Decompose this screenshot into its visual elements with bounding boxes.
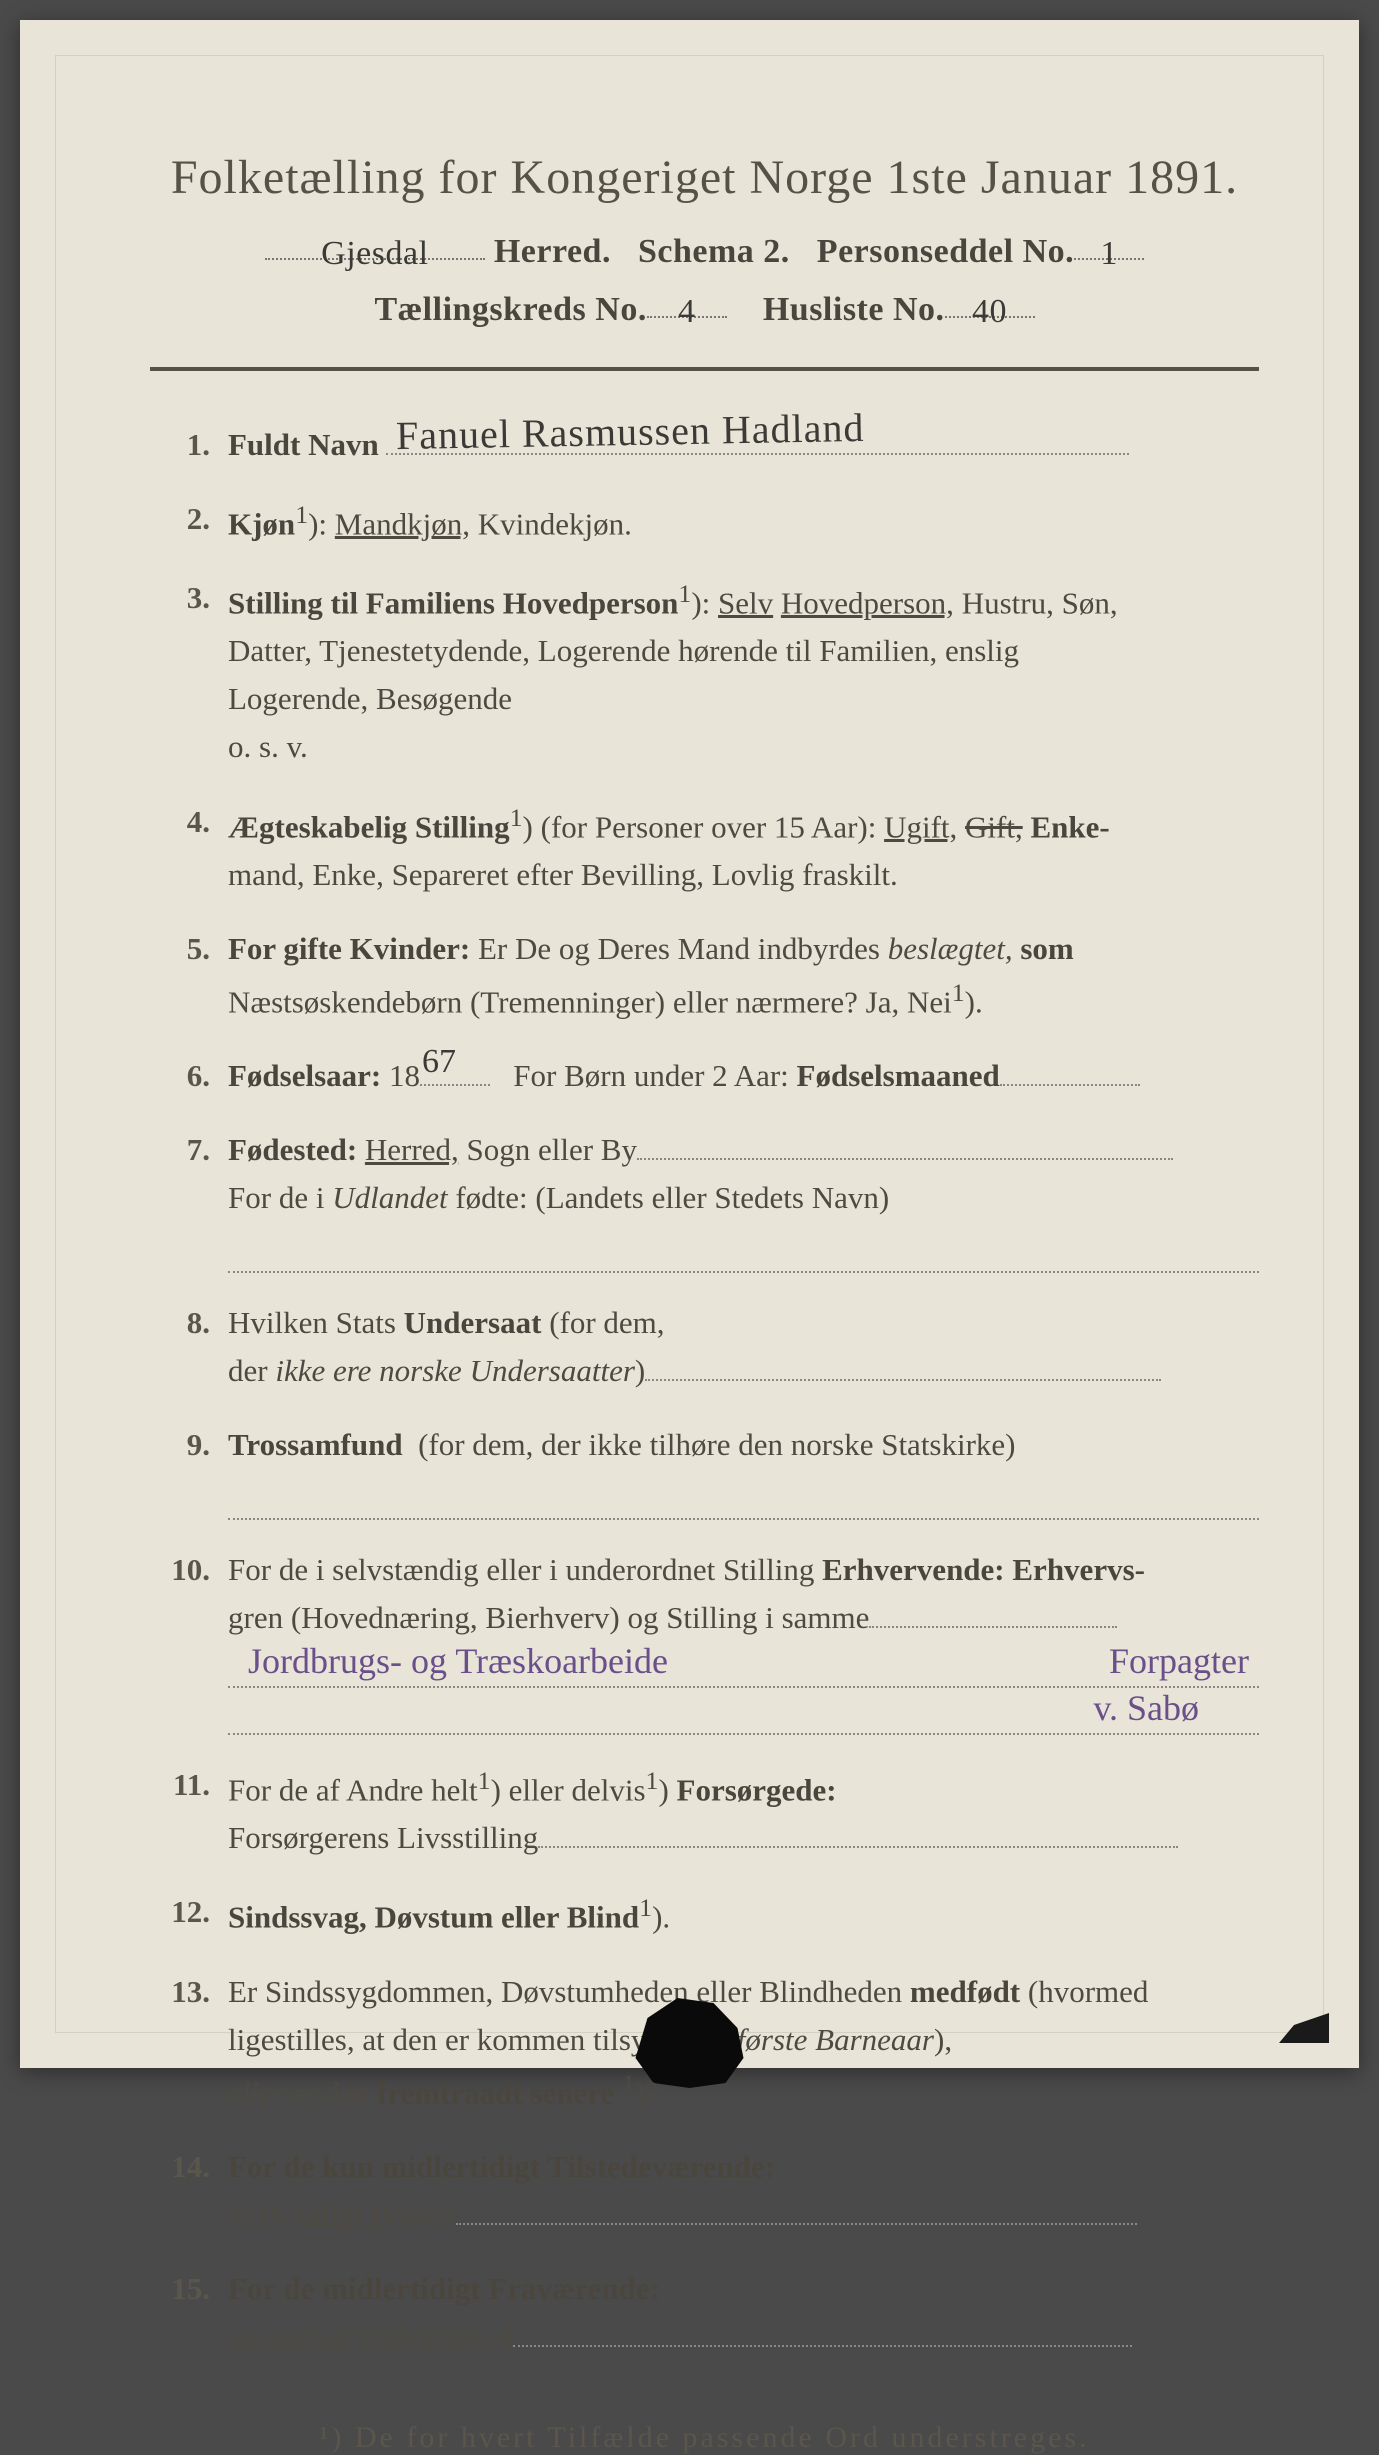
name-field: Fanuel Rasmussen Hadland	[386, 427, 1128, 455]
item-2-label: Kjøn	[228, 506, 295, 541]
birthyear-hand: 67	[422, 1036, 456, 1089]
item-7: 7. Fødested: Herred, Sogn eller By For d…	[154, 1126, 1259, 1273]
item-12: 12. Sindssvag, Døvstum eller Blind1).	[154, 1888, 1259, 1941]
kreds-no-field: 4	[647, 281, 727, 318]
item-8-label: Undersaat	[404, 1305, 542, 1340]
subheader-line-2: Tællingskreds No.4 Husliste No.40	[150, 281, 1259, 339]
header-rule	[150, 367, 1259, 371]
occupation-hand-1: Jordbrugs- og Træskoarbeide	[248, 1634, 668, 1690]
item-15: 15. For de midlertidigt Fraværende: anta…	[154, 2265, 1259, 2361]
item-4: 4. Ægteskabelig Stilling1) (for Personer…	[154, 798, 1259, 899]
item-5-label: For gifte Kvinder:	[228, 931, 470, 966]
corner-mark	[1279, 2013, 1329, 2043]
item-12-label: Sindssvag, Døvstum eller Blind	[228, 1900, 639, 1935]
item-4-label: Ægteskabelig Stilling	[228, 809, 510, 844]
item-6: 6. Fødselsaar: 1867 For Børn under 2 Aar…	[154, 1052, 1259, 1100]
item-13-label: medfødt	[910, 1974, 1020, 2009]
item-3-label: Stilling til Familiens Hovedperson	[228, 585, 678, 620]
schema-label: Schema 2.	[638, 233, 790, 270]
form-header: Folketælling for Kongeriget Norge 1ste J…	[150, 150, 1259, 371]
item-5: 5. For gifte Kvinder: Er De og Deres Man…	[154, 925, 1259, 1026]
page-title: Folketælling for Kongeriget Norge 1ste J…	[150, 150, 1259, 205]
subheader-line-1: Gjesdal Herred. Schema 2. Personseddel N…	[150, 223, 1259, 281]
item-11-label: Forsørgede:	[677, 1772, 837, 1807]
item-14-label: For de kun midlertidigt Tilstedeværende:	[228, 2149, 775, 2184]
personseddel-label: Personseddel No.	[817, 233, 1074, 270]
item-6-label: Fødselsaar:	[228, 1058, 381, 1093]
item-7-label: Fødested:	[228, 1132, 357, 1167]
item-9: 9. Trossamfund (for dem, der ikke tilhør…	[154, 1421, 1259, 1520]
occupation-hand-3: v. Sabø	[1093, 1681, 1199, 1737]
item-10: 10. For de i selvstændig eller i underor…	[154, 1546, 1259, 1735]
name-handwriting: Fanuel Rasmussen Hadland	[396, 397, 865, 467]
herred-field: Gjesdal	[265, 223, 485, 260]
census-form-page: Folketælling for Kongeriget Norge 1ste J…	[20, 20, 1359, 2068]
item-10-label: Erhvervende: Erhvervs-	[822, 1552, 1145, 1587]
husliste-label: Husliste No.	[763, 291, 945, 328]
item-15-label: For de midlertidigt Fraværende:	[228, 2271, 660, 2306]
personseddel-no-field: 1	[1074, 223, 1144, 260]
item-1: 1. Fuldt Navn Fanuel Rasmussen Hadland	[154, 421, 1259, 469]
footnote: ¹) De for hvert Tilfælde passende Ord un…	[150, 2421, 1259, 2455]
kreds-label: Tællingskreds No.	[374, 291, 646, 328]
item-14: 14. For de kun midlertidigt Tilstedevære…	[154, 2143, 1259, 2239]
item-9-label: Trossamfund	[228, 1427, 403, 1462]
item-11: 11. For de af Andre helt1) eller delvis1…	[154, 1761, 1259, 1862]
item-3: 3. Stilling til Familiens Hovedperson1):…	[154, 574, 1259, 772]
item-2: 2. Kjøn1): Mandkjøn, Kvindekjøn.	[154, 495, 1259, 548]
herred-label: Herred.	[494, 233, 611, 270]
item-8: 8. Hvilken Stats Undersaat (for dem, der…	[154, 1299, 1259, 1395]
gender-selected: Mandkjøn,	[335, 506, 470, 541]
item-1-label: Fuldt Navn	[228, 427, 379, 462]
husliste-no-field: 40	[945, 281, 1035, 318]
